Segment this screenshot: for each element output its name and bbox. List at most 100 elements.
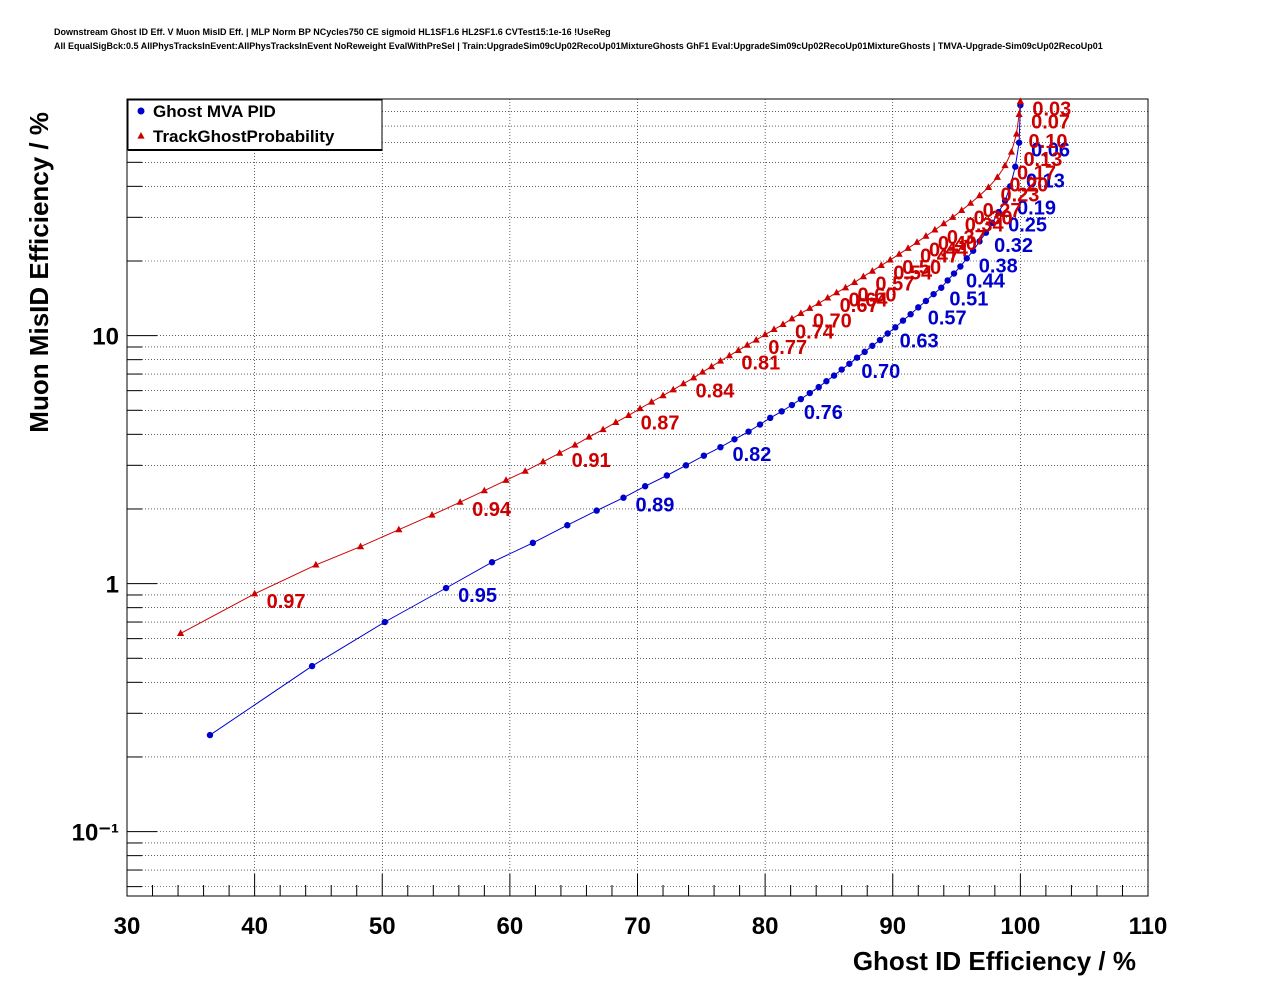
data-point bbox=[876, 336, 884, 344]
cut-value-label: 0.17 bbox=[1017, 163, 1056, 185]
data-point bbox=[886, 255, 894, 263]
cut-value-label: 0.06 bbox=[1031, 140, 1070, 162]
data-point bbox=[949, 213, 957, 220]
data-point bbox=[585, 433, 593, 440]
cut-value-label: 0.19 bbox=[1017, 198, 1056, 220]
data-point bbox=[669, 385, 677, 393]
cut-value-label: 0.57 bbox=[928, 308, 967, 330]
x-tick-label: 90 bbox=[879, 913, 906, 940]
data-point bbox=[716, 357, 725, 364]
cut-value-label: 0.03 bbox=[1032, 98, 1071, 120]
data-point bbox=[995, 208, 1002, 216]
cut-value-label: 0.37 bbox=[947, 227, 986, 249]
data-point bbox=[734, 346, 742, 353]
data-point bbox=[823, 378, 830, 385]
cut-value-label: 0.20 bbox=[1009, 174, 1048, 196]
data-point bbox=[806, 304, 814, 311]
data-point bbox=[707, 362, 716, 370]
data-point bbox=[815, 383, 822, 391]
x-tick-label: 30 bbox=[114, 913, 141, 940]
cut-value-label: 0.57 bbox=[875, 274, 914, 296]
x-tick-label: 110 bbox=[1129, 913, 1168, 940]
chart-title-line-2: All EqualSigBck:0.5 AllPhysTracksInEvent… bbox=[54, 41, 1103, 51]
data-point bbox=[806, 389, 813, 397]
legend-marker-triangle bbox=[137, 132, 145, 139]
data-point bbox=[251, 589, 259, 597]
cut-value-label: 0.77 bbox=[768, 337, 807, 359]
data-point bbox=[797, 395, 805, 403]
data-point bbox=[788, 401, 796, 409]
cut-value-label: 0.51 bbox=[949, 288, 988, 310]
cut-value-label: 0.40 bbox=[938, 233, 977, 255]
grid bbox=[127, 98, 1148, 896]
chart-title-line-1: Downstream Ghost ID Eff. V Muon MisID Ef… bbox=[54, 27, 611, 37]
data-point bbox=[381, 618, 389, 626]
series-track-ghost-probability bbox=[177, 97, 1024, 636]
cut-value-label: 0.82 bbox=[732, 444, 771, 466]
cut-value-label: 0.07 bbox=[1031, 111, 1070, 133]
data-point bbox=[1001, 161, 1009, 169]
data-point bbox=[957, 263, 964, 270]
data-point bbox=[428, 511, 436, 518]
cut-value-label: 0.23 bbox=[1000, 184, 1039, 206]
data-point bbox=[725, 351, 733, 359]
cut-value-label: 0.54 bbox=[893, 262, 933, 284]
data-point bbox=[832, 288, 841, 296]
data-point bbox=[731, 436, 738, 443]
x-tick-label: 50 bbox=[369, 913, 396, 940]
data-point bbox=[967, 199, 975, 206]
data-point bbox=[1015, 139, 1023, 146]
data-point bbox=[700, 452, 708, 459]
data-point bbox=[752, 336, 760, 343]
data-point bbox=[899, 317, 907, 324]
data-point bbox=[756, 421, 764, 428]
data-point bbox=[850, 278, 859, 285]
legend-entry-label: TrackGhostProbability bbox=[153, 127, 335, 146]
x-tick-label: 60 bbox=[497, 913, 524, 940]
data-point bbox=[1012, 130, 1021, 137]
data-point bbox=[745, 428, 752, 435]
cut-value-label: 0.91 bbox=[572, 450, 611, 472]
cut-value-label: 0.97 bbox=[267, 591, 306, 613]
data-point bbox=[488, 559, 496, 566]
cut-value-label: 0.95 bbox=[458, 585, 497, 607]
data-point bbox=[993, 173, 1002, 180]
data-point bbox=[853, 354, 861, 361]
legend-entry-label: Ghost MVA PID bbox=[153, 102, 276, 121]
data-point bbox=[930, 290, 937, 298]
cut-value-label: 0.70 bbox=[813, 310, 852, 332]
data-point bbox=[982, 229, 990, 236]
data-point bbox=[308, 662, 316, 670]
x-tick-label: 100 bbox=[1000, 913, 1040, 940]
data-point bbox=[659, 391, 667, 399]
data-point bbox=[1012, 163, 1019, 170]
x-axis-title: Ghost ID Efficiency / % bbox=[853, 946, 1136, 976]
cut-value-label: 0.44 bbox=[929, 239, 969, 261]
y-axis-title: Muon MisID Efficiency / % bbox=[24, 112, 54, 433]
cut-value-label: 0.60 bbox=[858, 285, 897, 307]
data-point bbox=[944, 277, 951, 284]
cut-value-label: 0.64 bbox=[849, 290, 889, 312]
data-point bbox=[824, 293, 832, 301]
data-point bbox=[989, 219, 996, 227]
data-point bbox=[915, 304, 922, 311]
data-point bbox=[395, 525, 403, 533]
data-point bbox=[502, 476, 510, 483]
data-point bbox=[778, 408, 785, 415]
data-point bbox=[663, 472, 671, 479]
data-point bbox=[913, 238, 921, 245]
data-point bbox=[841, 283, 850, 291]
data-point bbox=[1001, 197, 1009, 204]
x-tick-label: 40 bbox=[241, 913, 268, 940]
series-ghost-mva-pid bbox=[206, 101, 1024, 739]
data-point bbox=[975, 191, 984, 199]
data-point bbox=[456, 498, 464, 505]
data-point bbox=[647, 398, 656, 405]
data-point bbox=[859, 272, 867, 280]
data-point bbox=[815, 299, 823, 306]
data-point bbox=[690, 373, 698, 381]
data-point bbox=[868, 267, 876, 274]
data-point bbox=[612, 418, 620, 425]
data-point bbox=[770, 325, 778, 332]
y-tick-label: 1 bbox=[106, 572, 119, 599]
